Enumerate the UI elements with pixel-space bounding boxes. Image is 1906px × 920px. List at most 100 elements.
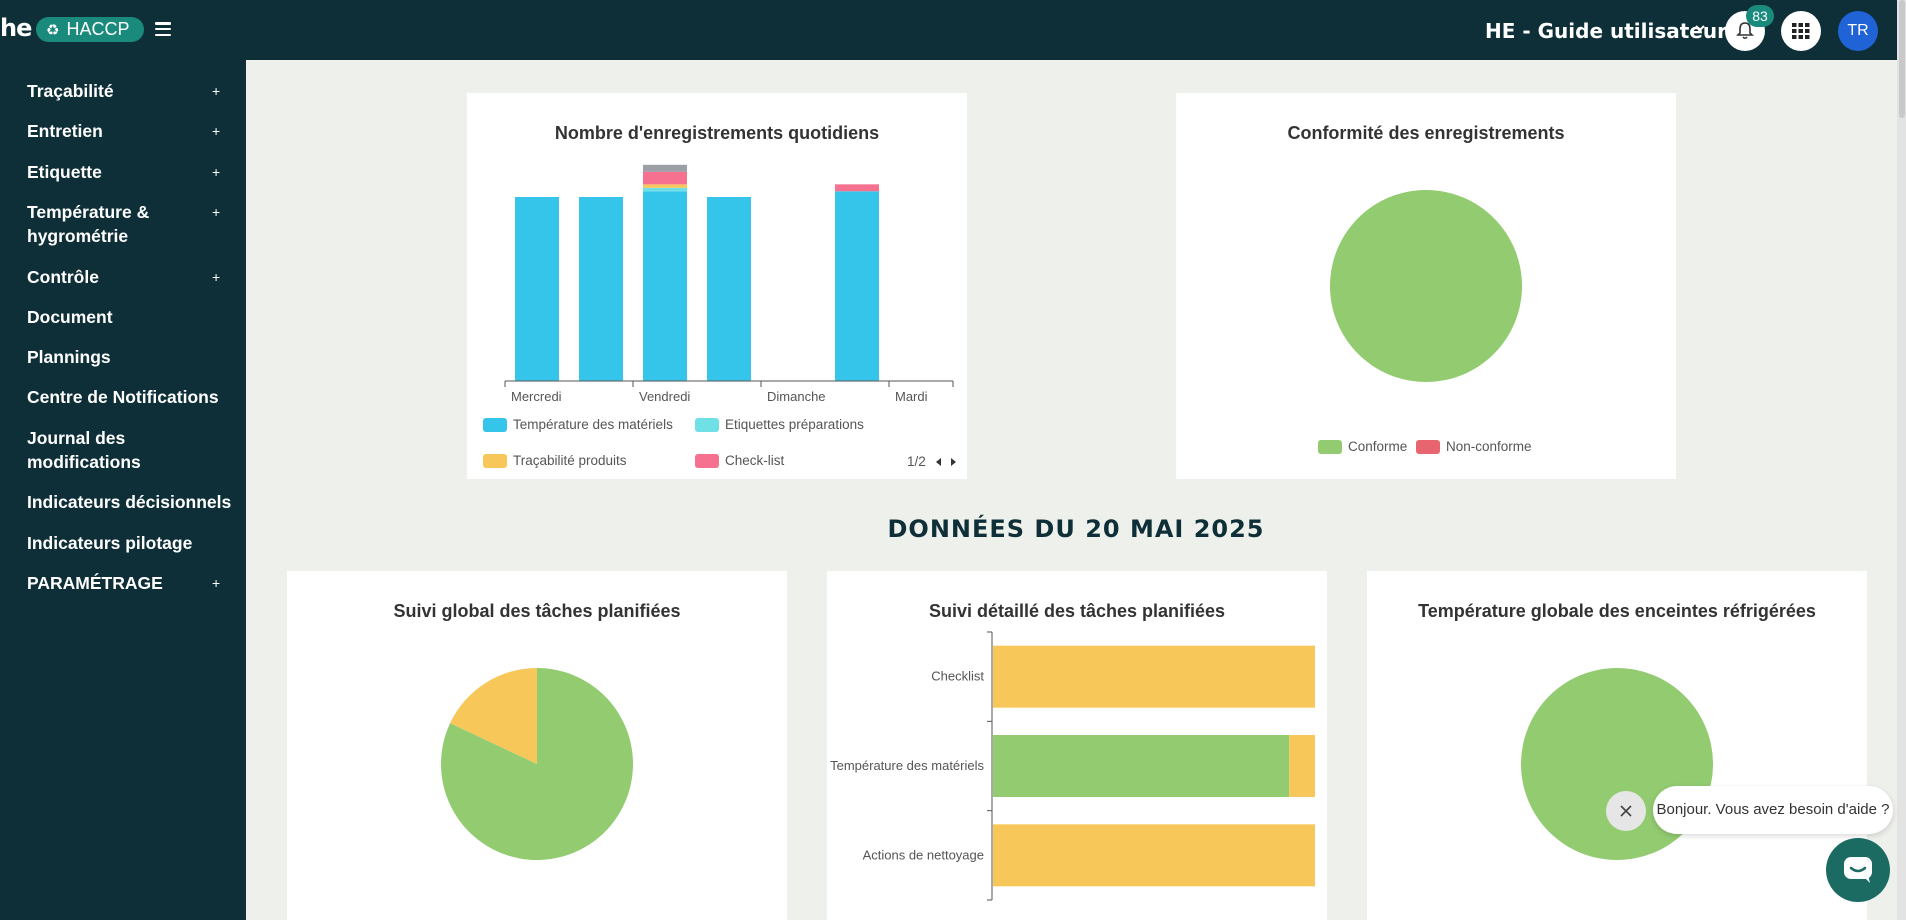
legend-swatch (483, 453, 507, 468)
product-badge[interactable]: ♻ HACCP (36, 17, 144, 42)
close-icon (1620, 805, 1632, 817)
page-scrollbar[interactable] (1897, 0, 1906, 920)
section-title: DONNÉES DU 20 MAI 2025 (887, 515, 1265, 543)
chart-title: Suivi détaillé des tâches planifiées (928, 601, 1226, 621)
x-tick-label: Vendredi (639, 389, 690, 404)
sidebar-item-indicateurs-decisionnels[interactable]: Indicateurs décisionnels (27, 492, 232, 512)
x-tick-label: Mercredi (511, 389, 562, 404)
expand-icon[interactable]: + (212, 83, 221, 99)
legend-swatch (695, 453, 719, 468)
sidebar-item-indicateurs-pilotage[interactable]: Indicateurs pilotage (27, 533, 193, 553)
sidebar-item-journal-modifications[interactable]: Journal des modifications (27, 428, 141, 472)
chart-title: Nombre d'enregistrements quotidiens (554, 123, 880, 143)
pie-slice-1[interactable] (450, 668, 537, 764)
legend-label: Non-conforme (1446, 439, 1532, 454)
legend-swatch (1318, 439, 1342, 454)
x-tick-label: Mardi (895, 389, 928, 404)
help-close-button[interactable] (1606, 791, 1646, 831)
legend-label: Check-list (725, 453, 785, 468)
menu-icon[interactable] (155, 22, 171, 36)
legend-label: Conforme (1348, 439, 1408, 454)
bar-segment-0[interactable] (835, 191, 879, 381)
prev-page-icon[interactable] (934, 457, 942, 467)
sidebar-item-parametrage[interactable]: PARAMÉTRAGE (27, 573, 163, 593)
top-bar: he ♻ HACCP HE - Guide utilisateur 83 TR (0, 0, 1906, 60)
sidebar-item-document[interactable]: Document (27, 307, 113, 327)
sidebar-item-plannings[interactable]: Plannings (27, 347, 111, 367)
sidebar-item-controle[interactable]: Contrôle (27, 267, 99, 287)
notifications-count-badge: 83 (1746, 5, 1774, 27)
legend-item[interactable]: Etiquettes préparations (695, 417, 864, 432)
bar-segment-0[interactable] (643, 191, 687, 381)
sidebar-item-entretien[interactable]: Entretien (27, 121, 103, 141)
bar-segment-3[interactable] (835, 184, 879, 192)
page-scrollbar-thumb[interactable] (1899, 0, 1905, 118)
bell-icon (1736, 22, 1754, 40)
apps-button[interactable] (1781, 11, 1821, 51)
sidebar-item-centre-notifications[interactable]: Centre de Notifications (27, 387, 219, 407)
bar-segment-1[interactable] (993, 824, 1315, 887)
conformity-card: Conformité des enregistrements Conforme … (1176, 93, 1676, 479)
product-name: HACCP (66, 19, 130, 39)
chart-title: Suivi global des tâches planifiées (393, 601, 681, 621)
expand-icon[interactable]: + (212, 123, 221, 139)
x-tick-label: Dimanche (767, 389, 826, 404)
bar-segment-3[interactable] (643, 171, 687, 185)
pagination-label: 1/2 (907, 454, 926, 469)
bar-segment-0[interactable] (515, 197, 559, 381)
legend-pagination: 1/2 (907, 454, 926, 469)
legend-label: Traçabilité produits (513, 453, 627, 468)
sidebar-item-tracabilite[interactable]: Traçabilité (27, 81, 114, 101)
legend-item[interactable]: Check-list (695, 453, 784, 468)
legend-label: Etiquettes préparations (725, 417, 864, 432)
bar-segment-2[interactable] (643, 184, 687, 188)
legend-swatch (483, 417, 507, 432)
next-page-icon[interactable] (950, 457, 958, 467)
global-tasks-pie-chart (441, 668, 633, 860)
y-tick-label: Température des matériels (830, 758, 984, 773)
expand-icon[interactable]: + (212, 575, 221, 591)
global-tasks-card: Suivi global des tâches planifiées (287, 571, 787, 920)
legend-swatch (1416, 439, 1440, 454)
chart-title: Température globale des enceintes réfrig… (1418, 601, 1816, 621)
legend-item[interactable]: Traçabilité produits (483, 453, 627, 468)
site-selector[interactable]: HE - Guide utilisateur (1485, 19, 1727, 43)
chat-icon (1844, 857, 1872, 883)
sidebar-item-etiquette[interactable]: Etiquette (27, 162, 102, 182)
fridge-temperature-card: Température globale des enceintes réfrig… (1367, 571, 1867, 920)
sidebar-item-temperature-hygrometrie[interactable]: Température & hygrométrie (27, 202, 150, 246)
y-tick-label: Checklist (931, 669, 984, 684)
pie-slice-0[interactable] (1330, 190, 1522, 382)
bar-segment-1[interactable] (993, 645, 1315, 708)
bar-segment-0[interactable] (993, 735, 1290, 797)
user-avatar[interactable]: TR (1838, 11, 1878, 51)
bar-segment-1[interactable] (643, 187, 687, 192)
leaf-icon: ♻ (46, 21, 60, 39)
legend-item[interactable]: Température des matériels (483, 417, 673, 432)
daily-records-card: Nombre d'enregistrements quotidiens Merc… (467, 93, 967, 479)
fridge-temperature-pie-chart (1521, 668, 1713, 860)
bar-segment-0[interactable] (707, 197, 751, 381)
daily-records-chart: Mercredi Vendredi Dimanche Mardi (504, 164, 954, 404)
expand-icon[interactable]: + (212, 204, 221, 220)
conformity-pie-chart (1330, 190, 1522, 382)
chart-title: Conformité des enregistrements (1287, 123, 1565, 143)
bar-segment-0[interactable] (579, 197, 623, 381)
bar-segment-1[interactable] (1289, 735, 1315, 797)
legend-label: Température des matériels (513, 417, 673, 432)
bar-segment-4[interactable] (643, 164, 687, 172)
detailed-tasks-card: Suivi détaillé des tâches planifiées Che… (827, 571, 1327, 920)
sidebar: Traçabilité + Entretien + Etiquette + Te… (0, 60, 246, 920)
y-tick-label: Actions de nettoyage (863, 847, 984, 862)
legend-item[interactable]: Non-conforme (1416, 439, 1532, 454)
help-message-bubble[interactable]: Bonjour. Vous avez besoin d'aide ? (1653, 786, 1893, 834)
chevron-down-icon[interactable] (1694, 22, 1706, 34)
chat-button[interactable] (1826, 838, 1890, 902)
apps-grid-icon (1792, 23, 1810, 39)
expand-icon[interactable]: + (212, 269, 221, 285)
detailed-tasks-bar-chart: Checklist Température des matériels Action… (830, 631, 1315, 901)
brand-logo[interactable]: he (0, 14, 32, 42)
legend-item[interactable]: Conforme (1318, 439, 1407, 454)
legend-swatch (695, 417, 719, 432)
expand-icon[interactable]: + (212, 164, 221, 180)
